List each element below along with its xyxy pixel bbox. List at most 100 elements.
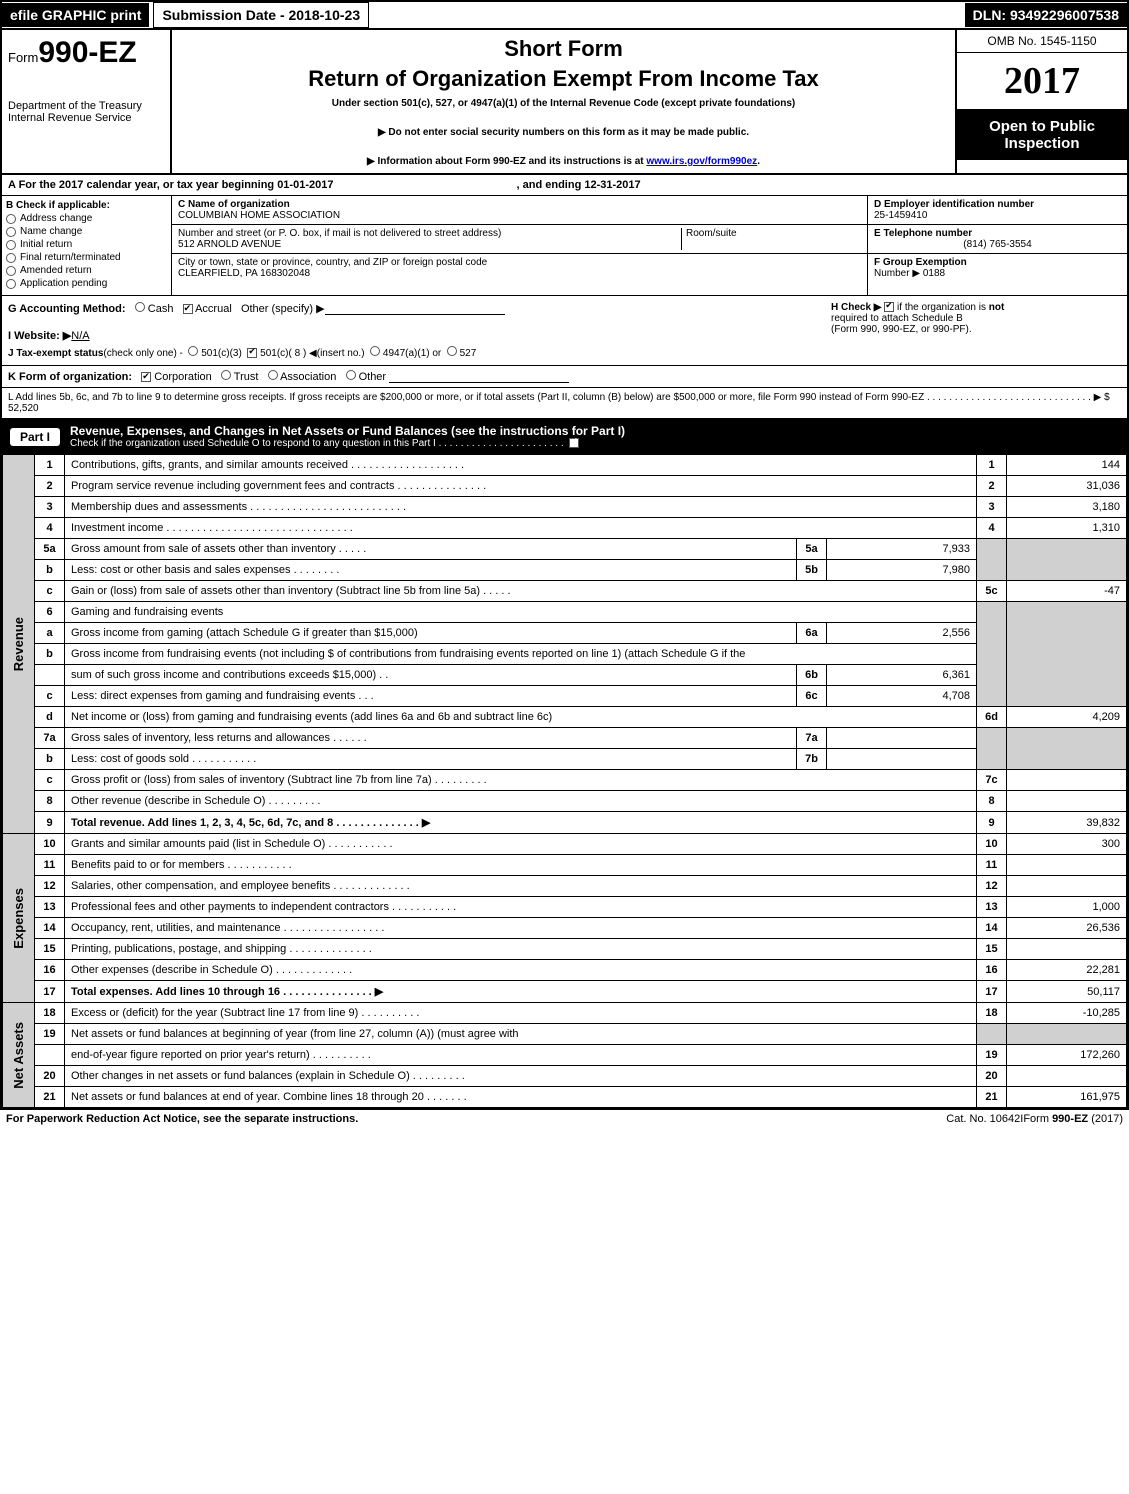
r7b-d: Less: cost of goods sold . . . . . . . .… — [65, 749, 797, 770]
r5b-d: Less: cost or other basis and sales expe… — [65, 560, 797, 581]
chk-corp[interactable] — [141, 372, 151, 382]
chk-address[interactable] — [6, 214, 16, 224]
r7b-mn: 7b — [797, 749, 827, 770]
chk-schedule-o[interactable] — [569, 438, 579, 448]
k-other: Other — [359, 371, 387, 383]
open-public-2: Inspection — [961, 135, 1123, 152]
r5b-mn: 5b — [797, 560, 827, 581]
submission-date: Submission Date - 2018-10-23 — [153, 2, 369, 28]
r15-rn: 15 — [977, 939, 1007, 960]
r20-rv — [1007, 1066, 1127, 1087]
chk-accrual[interactable] — [183, 304, 193, 314]
g-accrual: Accrual — [195, 303, 232, 315]
a-label: A For the 2017 calendar year, or tax yea… — [8, 179, 333, 191]
arrow2-pre: ▶ Information about Form 990-EZ and its … — [367, 156, 646, 167]
r5a-mv: 7,933 — [827, 539, 977, 560]
r18-rn: 18 — [977, 1003, 1007, 1024]
r6b2-mn: 6b — [797, 665, 827, 686]
row-7c: c Gross profit or (loss) from sales of i… — [3, 770, 1127, 791]
chk-assoc[interactable] — [268, 370, 278, 380]
f-label2: Number ▶ — [874, 268, 920, 279]
row-5a: 5a Gross amount from sale of assets othe… — [3, 539, 1127, 560]
dept-treasury: Department of the Treasury — [8, 100, 164, 112]
chk-4947[interactable] — [370, 346, 380, 356]
form-container: efile GRAPHIC print Submission Date - 20… — [0, 0, 1129, 1110]
part1-label: Part I — [10, 428, 60, 446]
r6-n: 6 — [35, 602, 65, 623]
r11-rn: 11 — [977, 855, 1007, 876]
row-10: Expenses 10 Grants and similar amounts p… — [3, 834, 1127, 855]
chk-trust[interactable] — [221, 370, 231, 380]
section-bcdef: B Check if applicable: Address change Na… — [2, 196, 1127, 296]
r7c-rn: 7c — [977, 770, 1007, 791]
row-c-street: Number and street (or P. O. box, if mail… — [172, 225, 867, 254]
j-501c3: 501(c)(3) — [201, 348, 242, 359]
r9-d: Total revenue. Add lines 1, 2, 3, 4, 5c,… — [65, 812, 977, 834]
chk-amended-label: Amended return — [20, 265, 92, 276]
r6d-rn: 6d — [977, 707, 1007, 728]
chk-initial[interactable] — [6, 240, 16, 250]
r16-rv: 22,281 — [1007, 960, 1127, 981]
sidebar-expenses: Expenses — [3, 834, 35, 1003]
chk-pending[interactable] — [6, 279, 16, 289]
r6a-mn: 6a — [797, 623, 827, 644]
section-l: L Add lines 5b, 6c, and 7b to line 9 to … — [2, 388, 1127, 419]
r5c-n: c — [35, 581, 65, 602]
open-to-public: Open to Public Inspection — [957, 110, 1127, 160]
i-val: N/A — [71, 330, 89, 342]
chk-cash[interactable] — [135, 302, 145, 312]
j-527: 527 — [460, 348, 477, 359]
row-2: 2 Program service revenue including gove… — [3, 476, 1127, 497]
r19b-d: end-of-year figure reported on prior yea… — [65, 1045, 977, 1066]
j-4947: 4947(a)(1) or — [383, 348, 441, 359]
row-9: 9 Total revenue. Add lines 1, 2, 3, 4, 5… — [3, 812, 1127, 834]
chk-amended[interactable] — [6, 266, 16, 276]
arrow2-post: . — [757, 156, 760, 167]
r4-n: 4 — [35, 518, 65, 539]
row-21: 21 Net assets or fund balances at end of… — [3, 1087, 1127, 1108]
f-row: F Group Exemption Number ▶ 0188 — [868, 254, 1127, 282]
chk-other[interactable] — [346, 370, 356, 380]
r17-d: Total expenses. Add lines 10 through 16 … — [65, 981, 977, 1003]
title-box: Short Form Return of Organization Exempt… — [172, 30, 957, 173]
chk-name[interactable] — [6, 227, 16, 237]
row-19b: end-of-year figure reported on prior yea… — [3, 1045, 1127, 1066]
chk-501c3[interactable] — [188, 346, 198, 356]
chk-527[interactable] — [447, 346, 457, 356]
instructions-link[interactable]: www.irs.gov/form990ez — [646, 156, 757, 167]
footer: For Paperwork Reduction Act Notice, see … — [0, 1110, 1129, 1128]
city-label: City or town, state or province, country… — [178, 257, 861, 268]
r2-rv: 31,036 — [1007, 476, 1127, 497]
r7b-n: b — [35, 749, 65, 770]
r1-n: 1 — [35, 455, 65, 476]
chk-501c[interactable] — [247, 348, 257, 358]
row-c-city: City or town, state or province, country… — [172, 254, 867, 282]
room-suite: Room/suite — [681, 228, 861, 250]
g-cash: Cash — [148, 303, 174, 315]
r6b2-mv: 6,361 — [827, 665, 977, 686]
row-16: 16 Other expenses (describe in Schedule … — [3, 960, 1127, 981]
r5a-mn: 5a — [797, 539, 827, 560]
r21-rv: 161,975 — [1007, 1087, 1127, 1108]
r3-d: Membership dues and assessments . . . . … — [65, 497, 977, 518]
k-label: K Form of organization: — [8, 371, 132, 383]
r19b-n — [35, 1045, 65, 1066]
r17-rv: 50,117 — [1007, 981, 1127, 1003]
r4-rn: 4 — [977, 518, 1007, 539]
r7a-mv — [827, 728, 977, 749]
row-6: 6 Gaming and fundraising events — [3, 602, 1127, 623]
k-trust: Trust — [234, 371, 259, 383]
r20-d: Other changes in net assets or fund bala… — [65, 1066, 977, 1087]
row-6b2: sum of such gross income and contributio… — [3, 665, 1127, 686]
r6-d: Gaming and fundraising events — [65, 602, 977, 623]
part1-header: Part I Revenue, Expenses, and Changes in… — [2, 419, 1127, 454]
f-val: 0188 — [923, 268, 945, 279]
chk-h[interactable] — [884, 302, 894, 312]
r1-rn: 1 — [977, 455, 1007, 476]
chk-final[interactable] — [6, 253, 16, 263]
row-4: 4 Investment income . . . . . . . . . . … — [3, 518, 1127, 539]
city: CLEARFIELD, PA 168302048 — [178, 268, 861, 279]
row-6b: b Gross income from fundraising events (… — [3, 644, 1127, 665]
top-bar: efile GRAPHIC print Submission Date - 20… — [2, 2, 1127, 30]
r21-n: 21 — [35, 1087, 65, 1108]
